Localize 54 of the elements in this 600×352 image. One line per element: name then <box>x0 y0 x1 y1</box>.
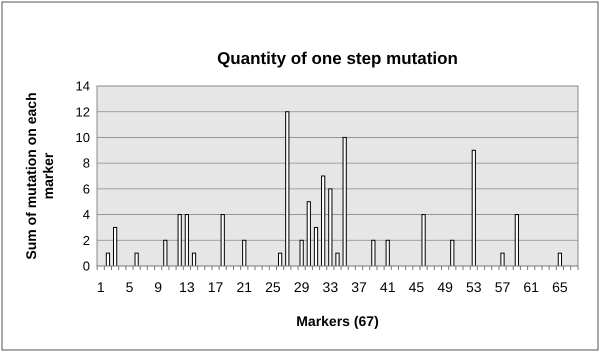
bar <box>184 214 189 266</box>
bar <box>163 240 168 266</box>
bar <box>242 240 246 266</box>
x-tick-label: 65 <box>552 279 568 295</box>
bar <box>335 252 340 266</box>
x-tick-label: 9 <box>154 279 162 295</box>
x-tick-label: 61 <box>523 279 540 295</box>
x-tick-label: 1 <box>96 279 105 295</box>
bar <box>220 214 225 266</box>
y-tick-label: 8 <box>82 156 90 171</box>
x-tick-label: 17 <box>208 279 224 295</box>
y-tick-label: 14 <box>76 78 90 94</box>
bar <box>278 252 282 266</box>
x-tick-label: 37 <box>351 279 368 295</box>
bar <box>371 240 376 266</box>
chart-title: Quantity of one step mutation <box>217 49 458 68</box>
x-axis-title: Markers (67) <box>296 313 379 329</box>
bar <box>558 252 562 266</box>
bar <box>192 252 196 266</box>
x-tick-label: 45 <box>408 279 424 295</box>
y-tick-label: 0 <box>82 258 90 274</box>
y-tick-label: 10 <box>76 130 90 145</box>
bar <box>321 176 326 266</box>
x-tick-label: 25 <box>265 279 281 295</box>
bar <box>113 226 118 266</box>
bar <box>500 252 505 266</box>
y-tick-label: 6 <box>82 181 90 196</box>
bar <box>328 188 332 266</box>
y-tick-label: 2 <box>82 232 90 248</box>
x-tick-label: 49 <box>437 279 454 295</box>
bar <box>450 240 454 266</box>
bar <box>134 252 139 266</box>
x-tick-label: 5 <box>126 279 134 295</box>
bar <box>421 214 426 266</box>
y-tick-label: 4 <box>82 207 90 222</box>
y-tick-label: 12 <box>76 104 90 120</box>
bar <box>285 111 290 266</box>
x-tick-label: 33 <box>322 279 338 295</box>
bar <box>472 150 476 266</box>
bar <box>386 240 390 266</box>
bar <box>342 136 347 266</box>
bar <box>106 252 110 266</box>
x-tick-label: 53 <box>466 279 482 295</box>
bar <box>178 214 182 266</box>
bar <box>306 201 311 266</box>
bar <box>300 240 304 266</box>
x-tick-label: 13 <box>179 279 195 295</box>
x-tick-label: 21 <box>236 279 252 295</box>
x-tick-label: 29 <box>294 279 310 295</box>
bar <box>314 226 318 266</box>
x-tick-label: 57 <box>494 279 510 295</box>
x-tick-label: 41 <box>380 279 396 295</box>
bar <box>514 214 519 266</box>
y-axis-title: Sum of mutation on each marker <box>23 92 56 260</box>
